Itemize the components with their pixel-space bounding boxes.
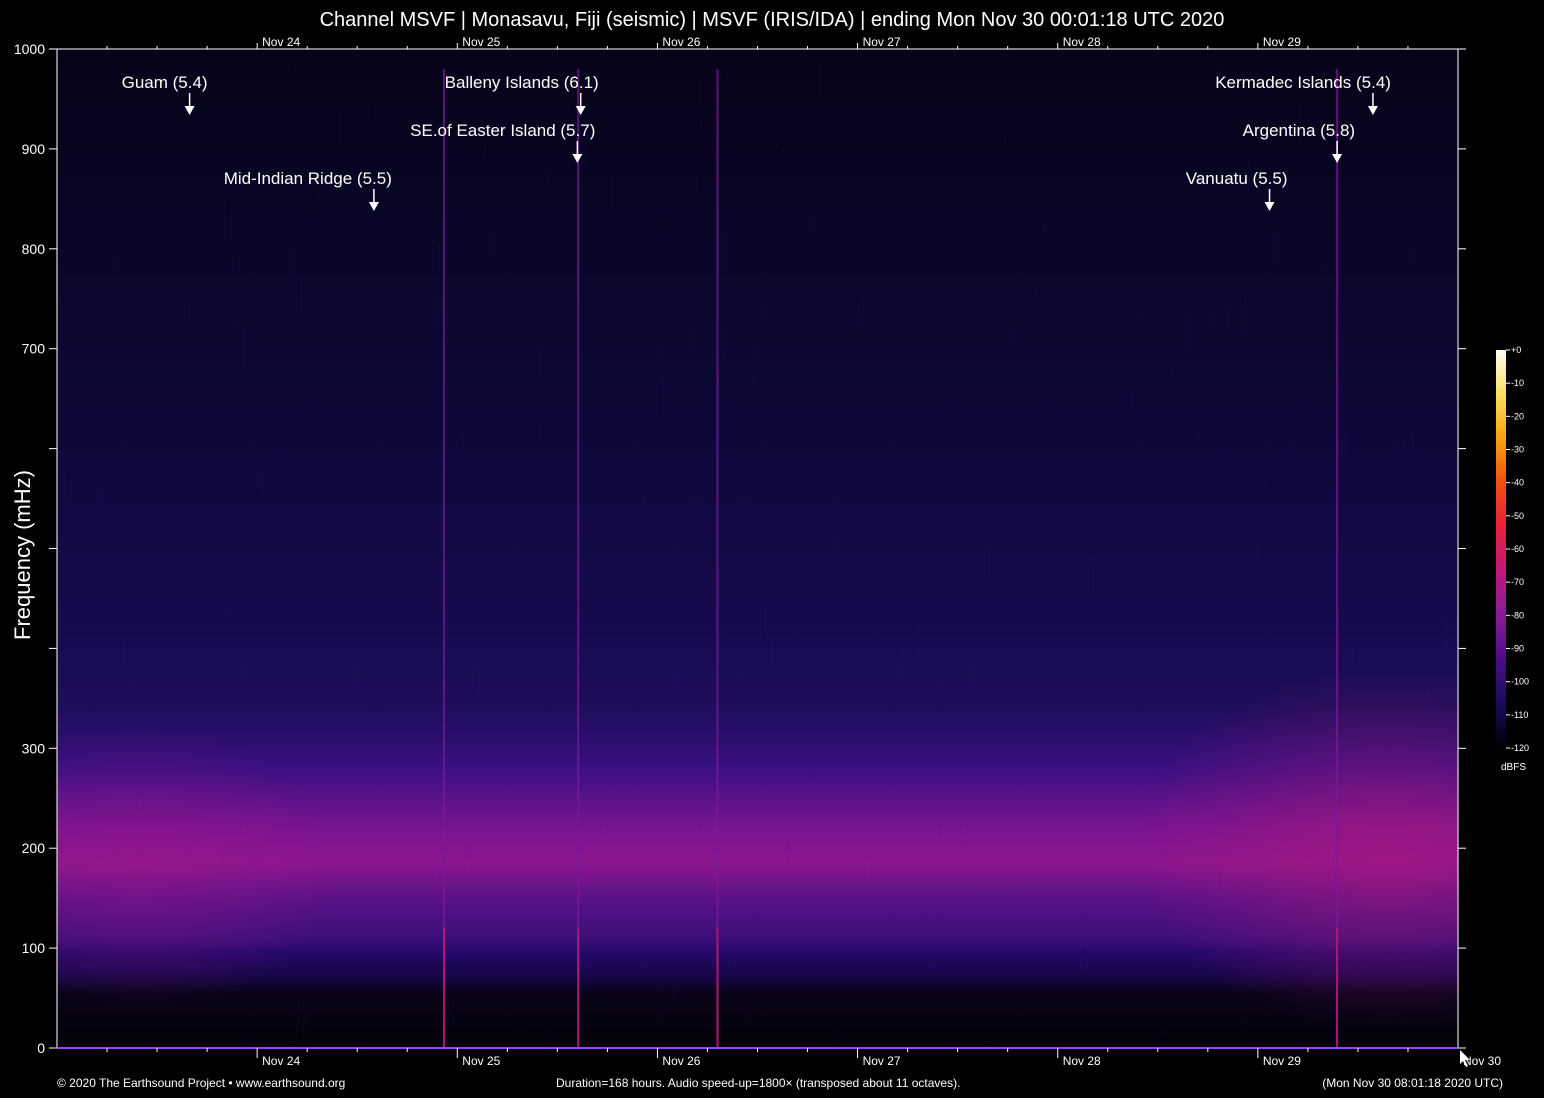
colorbar-tick-label: -110 [1511,710,1528,720]
y-tick-label: 300 [22,740,46,756]
x-tick-label-top: Nov 27 [863,35,901,49]
x-tick-label-top: Nov 28 [1063,35,1101,49]
event-arrow-head [368,202,379,211]
event-arrow-head [1332,154,1343,163]
spectrogram-hotspot-left [57,49,1458,1048]
timestamp-text: (Mon Nov 30 08:01:18 2020 UTC) [1322,1076,1503,1090]
event-label: Balleny Islands (6.1) [445,73,599,92]
colorbar-gradient [1496,350,1506,748]
y-tick-label: 200 [22,840,46,856]
event-arrow-head [1367,106,1378,115]
colorbar-tick-label: -60 [1511,544,1524,554]
event-arrow-head [575,106,586,115]
colorbar-tick-label: -40 [1511,478,1524,488]
duration-info: Duration=168 hours. Audio speed-up=1800×… [556,1076,961,1090]
colorbar-tick-label: -70 [1511,577,1524,587]
event-label: Mid-Indian Ridge (5.5) [224,169,392,188]
colorbar-tick-label: -10 [1511,378,1524,388]
x-tick-label-top: Nov 29 [1263,35,1301,49]
colorbar-tick-label: -100 [1511,677,1529,687]
event-label: Guam (5.4) [122,73,208,92]
x-tick-label: Nov 24 [262,1054,300,1068]
x-tick-label: Nov 26 [662,1054,700,1068]
x-tick-label: Nov 25 [462,1054,500,1068]
y-tick-label: 100 [22,940,46,956]
colorbar-tick-label: -50 [1511,511,1524,521]
y-tick-label: 0 [37,1040,45,1056]
colorbar-unit: dBFS [1501,762,1527,773]
colorbar-tick-label: -90 [1511,644,1524,654]
y-tick-label: 900 [22,141,46,157]
event-arrow-head [1264,202,1275,211]
colorbar-tick-label: -80 [1511,610,1524,620]
y-axis-label: Frequency (mHz) [10,470,35,640]
colorbar-tick-label: +0 [1511,345,1521,355]
x-tick-label: Nov 29 [1263,1054,1301,1068]
event-arrow-head [184,106,195,115]
y-tick-label: 1000 [14,41,45,57]
chart-title: Channel MSVF | Monasavu, Fiji (seismic) … [319,9,1225,31]
x-tick-label-top: Nov 25 [462,35,500,49]
colorbar-tick-label: -20 [1511,411,1524,421]
x-tick-label: Nov 27 [863,1054,901,1068]
y-tick-label: 800 [22,241,46,257]
event-arrow-head [572,154,583,163]
y-tick-label: 700 [22,341,46,357]
event-label: Vanuatu (5.5) [1186,169,1288,188]
x-tick-label: Nov 28 [1063,1054,1101,1068]
event-label: Argentina (5.8) [1243,121,1355,140]
cursor-icon [1460,1050,1470,1067]
event-label: SE.of Easter Island (5.7) [410,121,595,140]
colorbar-tick-label: -120 [1511,743,1529,753]
event-label: Kermadec Islands (5.4) [1215,73,1391,92]
colorbar-tick-label: -30 [1511,445,1524,455]
copyright-text: © 2020 The Earthsound Project • www.eart… [57,1076,346,1090]
x-tick-label: Nov 30 [1463,1054,1501,1068]
x-tick-label-top: Nov 24 [262,35,300,49]
x-tick-label-top: Nov 26 [662,35,700,49]
